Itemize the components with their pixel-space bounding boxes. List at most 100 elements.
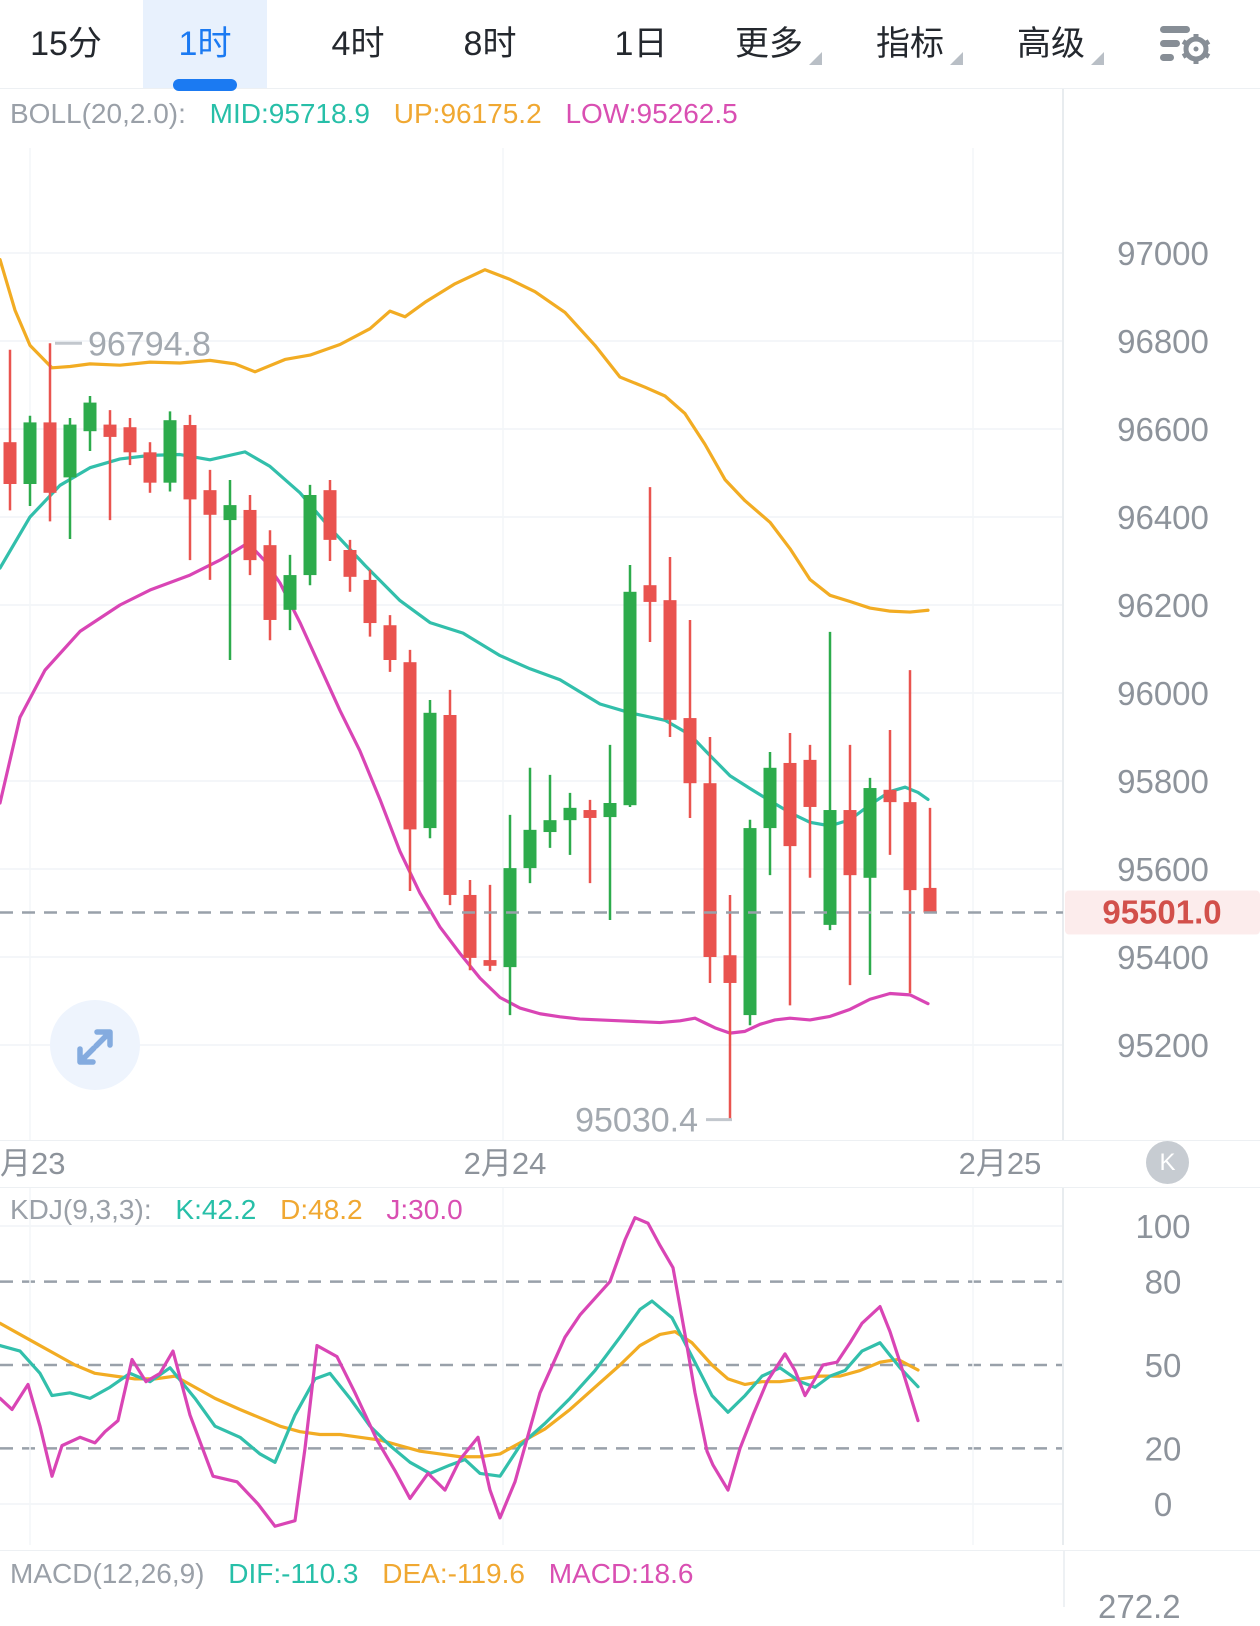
boll-params-label: BOLL(20,2.0): bbox=[10, 98, 186, 129]
kdj-tick-label: 20 bbox=[1145, 1430, 1182, 1467]
candle-body bbox=[283, 575, 297, 610]
kdj-k-value: K:42.2 bbox=[175, 1194, 257, 1225]
candle-body bbox=[343, 549, 357, 577]
candle-body bbox=[643, 585, 657, 602]
candle-body bbox=[243, 509, 257, 561]
date-label-feb25: 2月25 bbox=[958, 1146, 1042, 1181]
candle-body bbox=[23, 422, 37, 484]
candle-body bbox=[303, 494, 317, 576]
kdj-j-value: J:30.0 bbox=[386, 1194, 463, 1225]
menu-indicators[interactable]: 指标 bbox=[876, 0, 963, 88]
caret-down-icon bbox=[1091, 52, 1104, 65]
kdj-tick-label: 100 bbox=[1135, 1208, 1190, 1245]
candle-body bbox=[703, 783, 717, 958]
menu-advanced[interactable]: 高级 bbox=[1017, 0, 1104, 88]
candle-body bbox=[543, 820, 557, 833]
candles bbox=[3, 343, 937, 1120]
tab-1day[interactable]: 1日 bbox=[614, 25, 668, 63]
candle-body bbox=[163, 420, 177, 483]
tab-15min[interactable]: 15分 bbox=[30, 25, 102, 63]
candle-body bbox=[63, 424, 77, 478]
kdj-tick-label: 80 bbox=[1145, 1264, 1182, 1301]
boll-lower-band-line bbox=[0, 541, 930, 1035]
boll-up-value: UP:96175.2 bbox=[393, 98, 542, 129]
low-annotation-label: 95030.4 bbox=[575, 1102, 698, 1140]
candle-body bbox=[903, 802, 917, 891]
price-tick-label: 96800 bbox=[1117, 323, 1209, 360]
tab-1hour-label: 1时 bbox=[178, 25, 232, 63]
candle-body bbox=[603, 802, 617, 818]
tab-4hour[interactable]: 4时 bbox=[331, 25, 385, 63]
expand-arrow-ne-icon bbox=[93, 1029, 113, 1049]
caret-down-icon bbox=[809, 52, 822, 65]
boll-indicator-row: BOLL(20,2.0): MID:95718.9 UP:96175.2 LOW… bbox=[10, 98, 754, 130]
expand-chart-button[interactable] bbox=[50, 1000, 140, 1090]
expand-arrow-sw-icon bbox=[77, 1045, 97, 1065]
candle-body bbox=[923, 887, 937, 913]
candle-body bbox=[583, 810, 597, 818]
high-annotation-label: 96794.8 bbox=[88, 325, 211, 363]
axis-separator bbox=[1063, 1551, 1065, 1607]
kdj-chart[interactable]: 100 80 50 20 0 bbox=[0, 1186, 1260, 1545]
candle-body bbox=[883, 789, 897, 803]
candle-body bbox=[3, 442, 17, 484]
candle-body bbox=[323, 490, 337, 540]
candlestick-chart[interactable]: 97000 96800 96600 96400 96200 96000 95800 95600… bbox=[0, 88, 1260, 1140]
timeframe-toolbar: 15分 1时 4时 8时 1日 更多 指标 高级 bbox=[0, 0, 1260, 91]
candle-body bbox=[663, 600, 677, 720]
menu-more-label: 更多 bbox=[735, 25, 803, 63]
price-tick-label: 96400 bbox=[1117, 499, 1209, 536]
candle-body bbox=[183, 425, 197, 500]
candle-body bbox=[843, 810, 857, 876]
price-tick-label: 95800 bbox=[1117, 763, 1209, 800]
candle-body bbox=[503, 868, 517, 968]
candle-body bbox=[403, 662, 417, 830]
candle-body bbox=[683, 718, 697, 784]
active-tab-indicator bbox=[173, 79, 237, 91]
caret-down-icon bbox=[950, 52, 963, 65]
kline-type-badge[interactable]: K bbox=[1146, 1141, 1189, 1184]
kdj-tick-label: 0 bbox=[1154, 1486, 1172, 1523]
price-tick-label: 96000 bbox=[1117, 675, 1209, 712]
macd-divider bbox=[0, 1550, 1260, 1551]
boll-upper-band-line bbox=[0, 257, 930, 614]
macd-macd-value: MACD:18.6 bbox=[548, 1558, 694, 1589]
kdj-d-value: D:48.2 bbox=[280, 1194, 363, 1225]
candle-body bbox=[103, 424, 117, 437]
price-tick-label: 97000 bbox=[1117, 235, 1209, 272]
candle-body bbox=[143, 452, 157, 483]
price-tick-label: 96600 bbox=[1117, 411, 1209, 448]
macd-indicator-row: MACD(12,26,9) DIF:-110.3 DEA:-119.6 MACD… bbox=[10, 1558, 709, 1590]
tab-1hour[interactable]: 1时 bbox=[143, 0, 267, 91]
kdj-tick-label: 50 bbox=[1145, 1347, 1182, 1384]
candle-body bbox=[383, 625, 397, 660]
candle-body bbox=[203, 490, 217, 515]
price-tick-label: 95200 bbox=[1117, 1027, 1209, 1064]
candle-body bbox=[263, 545, 277, 620]
date-axis: 月23 2月24 2月25 K bbox=[0, 1140, 1260, 1188]
candle-body bbox=[463, 894, 477, 958]
current-price-value: 95501.0 bbox=[1102, 894, 1221, 931]
date-label-feb23: 月23 bbox=[0, 1146, 66, 1181]
boll-low-value: LOW:95262.5 bbox=[565, 98, 738, 129]
tab-8hour[interactable]: 8时 bbox=[463, 25, 517, 63]
chart-settings-icon[interactable] bbox=[1158, 22, 1216, 70]
boll-mid-value: MID:95718.9 bbox=[209, 98, 370, 129]
candle-body bbox=[43, 422, 57, 493]
menu-advanced-label: 高级 bbox=[1017, 25, 1085, 63]
macd-axis-partial-tick: 272.2 bbox=[1098, 1588, 1181, 1625]
candle-body bbox=[363, 579, 377, 624]
kdj-params-label: KDJ(9,3,3): bbox=[10, 1194, 152, 1225]
price-tick-label: 96200 bbox=[1117, 587, 1209, 624]
candle-body bbox=[83, 402, 97, 432]
menu-more[interactable]: 更多 bbox=[735, 0, 822, 88]
macd-params-label: MACD(12,26,9) bbox=[10, 1558, 205, 1589]
candle-body bbox=[523, 829, 537, 869]
candle-body bbox=[863, 788, 877, 878]
candle-body bbox=[763, 767, 777, 829]
kdj-indicator-row: KDJ(9,3,3): K:42.2 D:48.2 J:30.0 bbox=[10, 1194, 479, 1226]
kdj-j-line bbox=[0, 1216, 920, 1528]
candle-body bbox=[803, 759, 817, 807]
candle-body bbox=[443, 714, 457, 895]
